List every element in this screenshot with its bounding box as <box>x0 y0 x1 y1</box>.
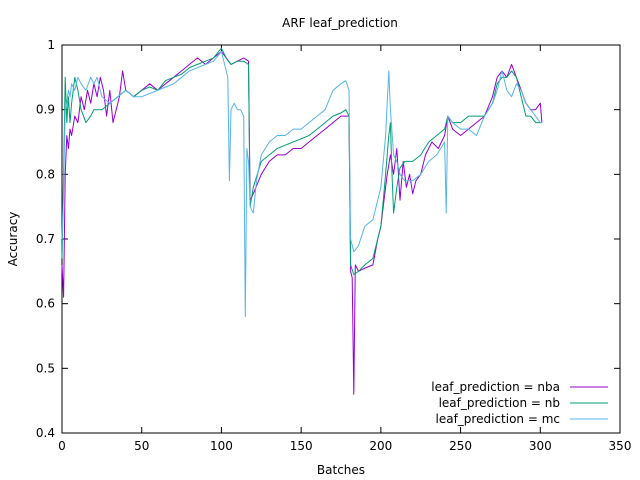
x-axis: 0 50 100 150 200 250 300 350 <box>58 45 631 453</box>
series-line-3 <box>61 51 542 318</box>
x-tick-label: 50 <box>134 439 149 453</box>
x-tick-label: 100 <box>210 439 233 453</box>
series-line-1 <box>61 51 543 395</box>
x-tick-label: 350 <box>609 439 632 453</box>
chart-title: ARF leaf_prediction <box>282 16 398 30</box>
x-tick-label: 150 <box>290 439 313 453</box>
y-axis-label: Accuracy <box>6 212 20 267</box>
series-line-2 <box>61 47 542 276</box>
legend: leaf_prediction = nba leaf_prediction = n… <box>431 380 608 426</box>
x-axis-label: Batches <box>317 463 365 477</box>
legend-label-3: leaf_prediction = mc <box>436 412 560 426</box>
x-tick-label: 300 <box>529 439 552 453</box>
plot-frame <box>61 44 621 434</box>
x-tick-label: 200 <box>369 439 392 453</box>
y-tick-label: 0.9 <box>36 103 55 117</box>
y-tick-label: 0.6 <box>36 297 55 311</box>
legend-label-2: leaf_prediction = nb <box>439 396 560 410</box>
y-tick-label: 0.4 <box>36 426 55 440</box>
y-axis: 0.4 0.5 0.6 0.7 0.8 0.9 1 <box>36 38 620 440</box>
x-tick-label: 0 <box>58 439 66 453</box>
y-tick-label: 0.7 <box>36 232 55 246</box>
x-tick-label: 250 <box>449 439 472 453</box>
y-tick-label: 0.8 <box>36 167 55 181</box>
legend-label-1: leaf_prediction = nba <box>431 380 560 394</box>
y-tick-label: 1 <box>47 38 55 52</box>
y-tick-label: 0.5 <box>36 361 55 375</box>
series-layer <box>61 47 543 395</box>
